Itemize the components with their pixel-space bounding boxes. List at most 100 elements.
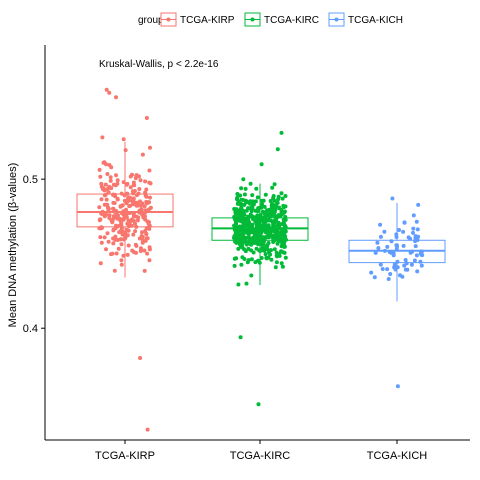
data-point [99,181,104,186]
data-point [240,219,245,224]
data-point [102,188,107,192]
data-point [240,241,245,246]
x-tick-label: TCGA-KICH [367,450,428,462]
data-point [236,213,241,218]
data-point [240,232,245,237]
data-point [251,202,256,207]
data-point [248,212,253,217]
data-point [242,202,247,207]
data-point [280,264,285,269]
data-point [402,220,407,225]
data-point [279,191,284,196]
outlier-point [138,356,143,360]
data-point [125,233,130,238]
y-tick-label: 0.5 [23,174,38,186]
data-point [401,229,406,234]
data-point [140,240,145,245]
data-point [244,229,248,234]
data-point [126,243,131,248]
data-point [141,215,146,220]
data-point [98,235,103,240]
data-point [265,218,270,223]
data-point [142,204,147,209]
data-point [235,232,240,237]
data-point [418,251,423,256]
legend-label: TCGA-KICH [348,15,403,26]
data-point [238,193,243,198]
data-point [105,172,110,176]
data-point [104,197,109,202]
data-point [413,236,418,241]
data-point [397,228,401,232]
data-point [259,256,264,260]
data-point [119,237,123,242]
data-point [240,224,245,229]
data-point [240,255,245,260]
data-point [259,242,264,247]
data-point [372,275,377,280]
data-point [411,213,416,218]
data-point [147,168,152,173]
data-point [412,258,417,263]
data-point [272,182,277,187]
data-point [280,221,285,226]
data-point [135,218,140,223]
data-point [246,235,251,240]
data-point [276,213,281,218]
data-point [106,239,111,244]
data-point [147,180,152,185]
data-point [234,256,239,261]
data-point [386,277,391,281]
data-point [244,208,249,213]
data-point [249,257,254,262]
data-point [114,251,119,256]
data-point [111,214,116,219]
data-point [236,282,241,287]
data-point [123,148,128,153]
data-point [411,230,415,235]
data-point [269,257,274,262]
data-point [130,199,135,204]
data-point [260,202,265,207]
data-point [109,165,114,170]
data-point [124,227,129,232]
data-point [108,175,113,180]
outlier-point [259,162,264,167]
data-point [140,230,144,235]
data-point [138,249,143,253]
outlier-point [279,130,284,135]
data-point [137,236,142,241]
data-point [255,195,260,200]
data-point [111,206,116,211]
data-point [99,197,104,202]
data-point [114,173,118,178]
data-point [97,167,102,172]
data-point [117,230,122,235]
data-point [283,194,288,198]
data-point [247,240,252,245]
data-point [128,185,133,190]
data-point [146,221,151,226]
data-point [140,201,145,206]
data-point [378,234,383,239]
data-point [254,186,259,191]
data-point [266,223,271,228]
data-point [247,220,252,225]
data-point [244,199,249,204]
data-point [271,222,276,227]
legend-title: groups [138,15,169,26]
data-point [126,218,131,223]
x-ticks: TCGA-KIRP TCGA-KIRC TCGA-KICH [95,440,427,462]
data-point [413,244,418,249]
data-point [146,200,151,205]
legend-item: TCGA-KIRP [160,12,235,27]
data-point [254,215,259,220]
data-point [389,250,394,255]
data-point [133,229,138,234]
iqr-box [76,193,174,228]
legend: groups TCGA-KIRP TCGA-KIRC TCGA-KICH [138,12,403,27]
data-point [266,233,271,238]
data-point [395,244,399,249]
data-point [273,228,278,233]
data-point [403,258,408,262]
